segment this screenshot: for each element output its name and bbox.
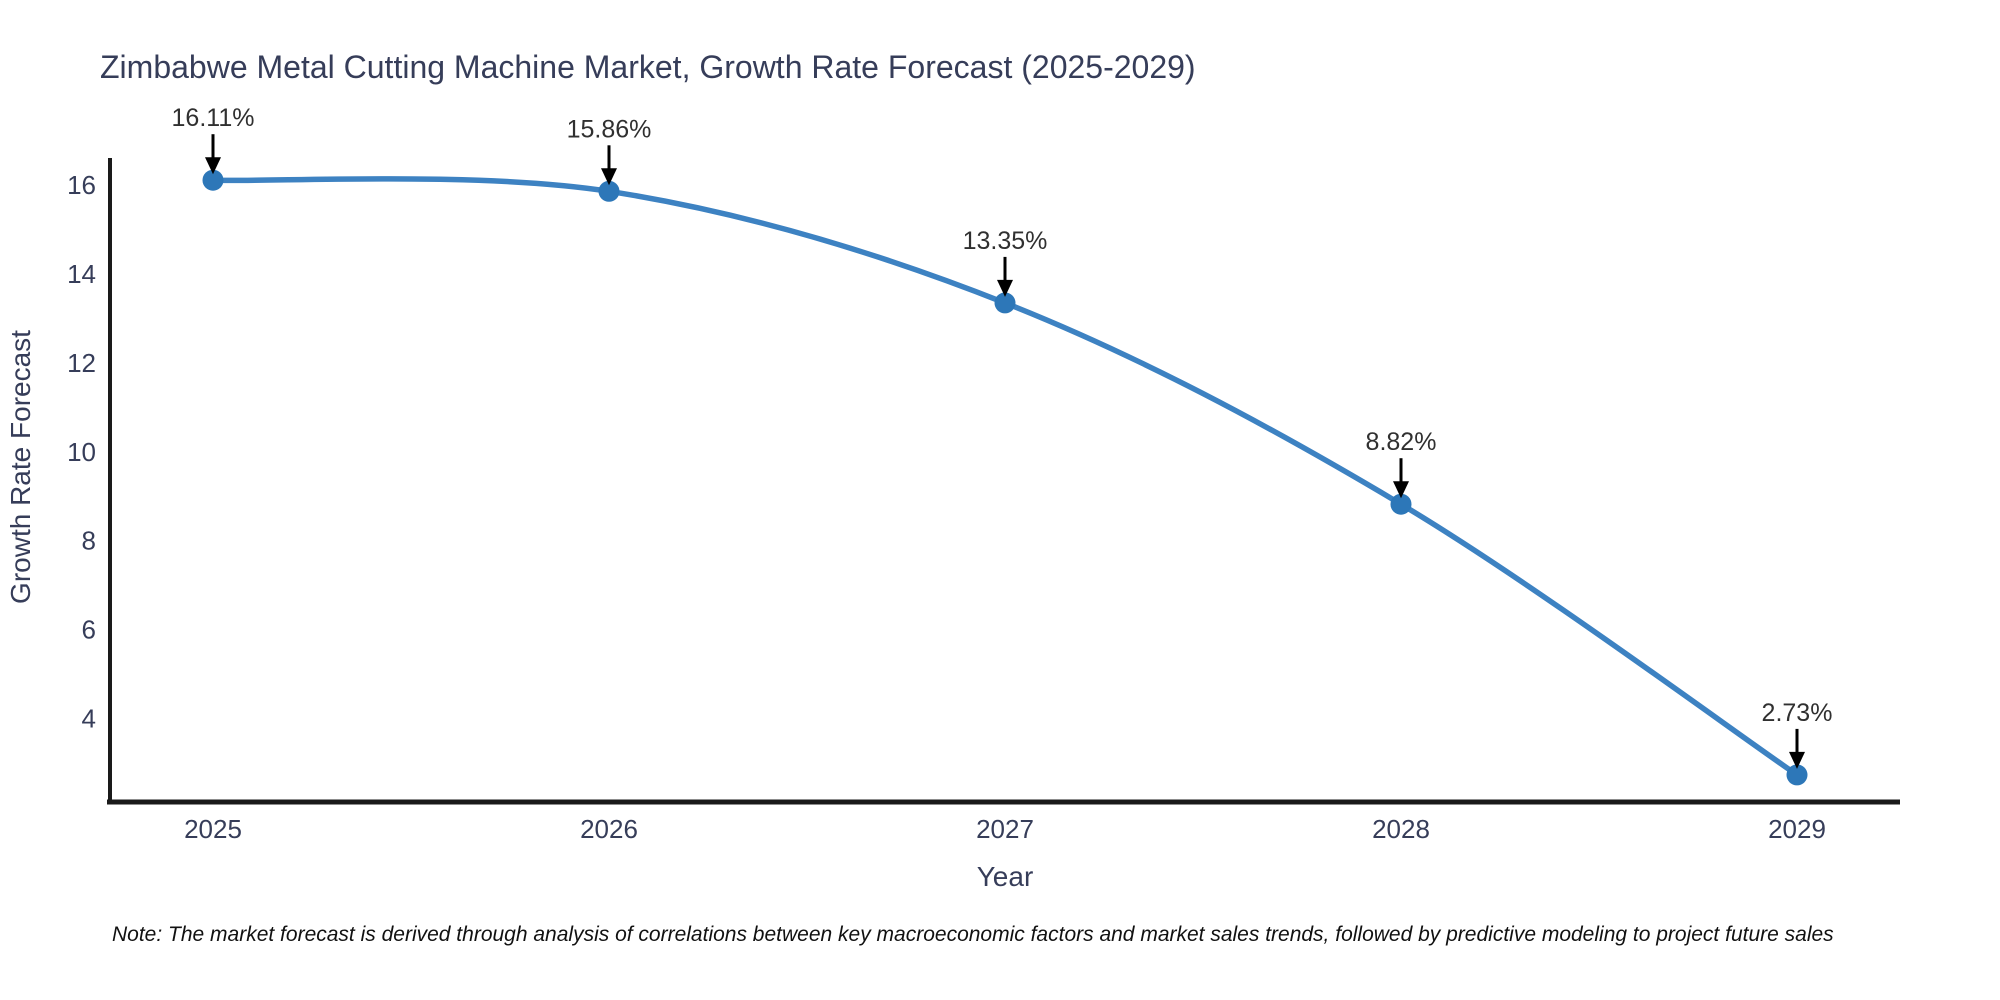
y-tick-label: 16 xyxy=(67,170,96,200)
data-point[interactable] xyxy=(994,292,1016,314)
annotation-label: 16.11% xyxy=(172,104,255,132)
data-point[interactable] xyxy=(1390,493,1412,515)
annotation: 2.73% xyxy=(1762,699,1833,769)
y-tick-label: 6 xyxy=(82,615,96,645)
axes: 4 6 8 10 12 14 16 2025 2026 2027 2028 2029 xyxy=(67,158,1900,844)
annotation-arrowhead-icon xyxy=(997,279,1013,297)
annotation-label: 15.86% xyxy=(567,115,652,143)
y-tick-label: 12 xyxy=(67,348,96,378)
y-axis-title: Growth Rate Forecast xyxy=(5,330,36,604)
y-tick-label: 10 xyxy=(67,437,96,467)
x-tick-label: 2026 xyxy=(580,814,638,844)
y-tick-label: 8 xyxy=(82,526,96,556)
annotations: 16.11% 15.86% 13.35% 8.82% 2.73% xyxy=(172,104,1833,769)
annotation: 15.86% xyxy=(567,115,652,186)
y-tick-label: 14 xyxy=(67,259,96,289)
data-series xyxy=(202,169,1808,786)
annotation-label: 8.82% xyxy=(1366,428,1437,456)
data-point[interactable] xyxy=(202,169,224,191)
annotation-arrowhead-icon xyxy=(205,157,221,175)
x-axis-title: Year xyxy=(977,861,1034,892)
x-tick-label: 2028 xyxy=(1372,814,1430,844)
annotation-arrowhead-icon xyxy=(601,168,617,186)
annotation-arrowhead-icon xyxy=(1393,481,1409,499)
x-tick-label: 2029 xyxy=(1768,814,1826,844)
annotation-arrowhead-icon xyxy=(1789,751,1805,769)
annotation-label: 2.73% xyxy=(1762,699,1833,727)
chart-title: Zimbabwe Metal Cutting Machine Market, G… xyxy=(100,49,1196,85)
annotation: 13.35% xyxy=(963,227,1048,297)
x-tick-label: 2027 xyxy=(976,814,1034,844)
x-tick-label: 2025 xyxy=(184,814,242,844)
data-point[interactable] xyxy=(598,180,620,202)
annotation: 16.11% xyxy=(172,104,255,175)
y-tick-label: 4 xyxy=(82,703,96,733)
data-point[interactable] xyxy=(1786,764,1808,786)
annotation-label: 13.35% xyxy=(963,227,1048,255)
footnote: Note: The market forecast is derived thr… xyxy=(112,923,1834,946)
annotation: 8.82% xyxy=(1366,428,1437,499)
